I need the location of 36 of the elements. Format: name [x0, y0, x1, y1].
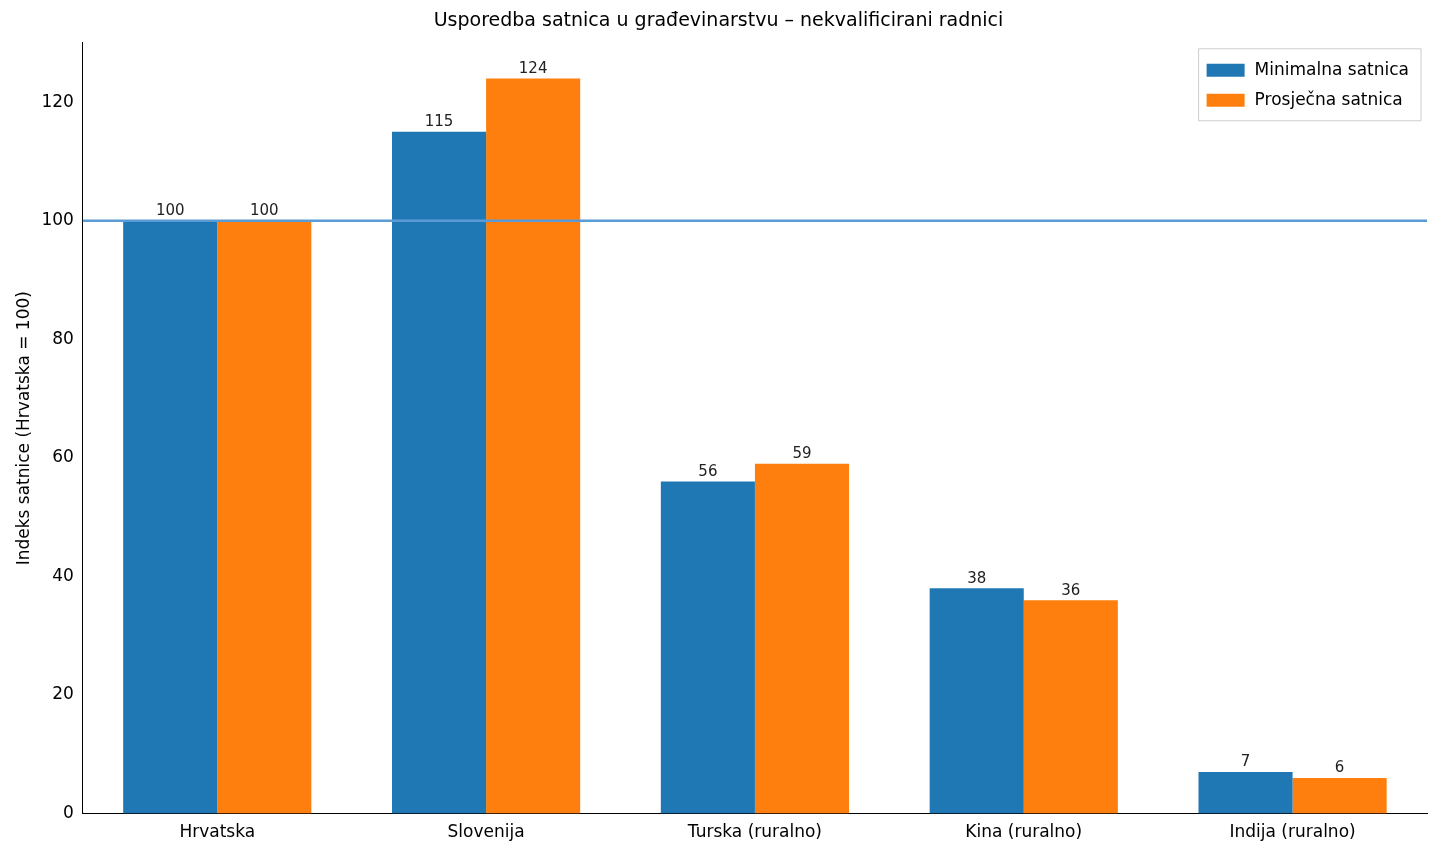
- y-tick-label: 60: [52, 446, 74, 467]
- y-axis-title: Indeks satnice (Hrvatska = 100): [12, 291, 33, 566]
- data-label: 124: [518, 58, 548, 77]
- bar: [754, 463, 850, 814]
- bar: [929, 588, 1024, 814]
- data-label: 56: [698, 461, 718, 480]
- bar: [123, 220, 218, 814]
- x-tick-label: Kina (ruralno): [965, 821, 1083, 842]
- data-label: 7: [1240, 752, 1251, 771]
- x-tick-label: Slovenija: [447, 821, 525, 842]
- chart-title: Usporedba satnica u građevinarstvu – nekvalificirani radnici: [433, 8, 1004, 31]
- y-tick-label: 100: [41, 209, 74, 230]
- y-tick-label: 120: [41, 90, 74, 111]
- data-label: 36: [1061, 580, 1081, 599]
- bar: [1198, 772, 1293, 814]
- bar: [660, 481, 755, 814]
- data-label: 38: [967, 568, 987, 587]
- legend-label: Minimalna satnica: [1254, 59, 1409, 80]
- bar: [1292, 778, 1387, 814]
- y-tick-label: 80: [52, 327, 74, 348]
- bar: [1023, 600, 1118, 814]
- x-tick-label: Turska (ruralno): [686, 821, 822, 842]
- y-tick-label: 0: [63, 802, 74, 823]
- bar: [217, 220, 312, 814]
- bar: [486, 78, 581, 814]
- legend-label: Prosječna satnica: [1254, 89, 1403, 110]
- data-label: 100: [249, 201, 279, 220]
- data-label: 115: [424, 112, 454, 131]
- x-tick-label: Hrvatska: [179, 821, 256, 842]
- data-label: 6: [1334, 758, 1345, 777]
- data-label: 59: [792, 444, 812, 463]
- bar: [392, 131, 487, 814]
- data-label: 100: [155, 201, 185, 220]
- x-tick-label: Indija (ruralno): [1229, 821, 1356, 842]
- y-tick-label: 40: [52, 564, 74, 585]
- y-tick-label: 20: [52, 683, 74, 704]
